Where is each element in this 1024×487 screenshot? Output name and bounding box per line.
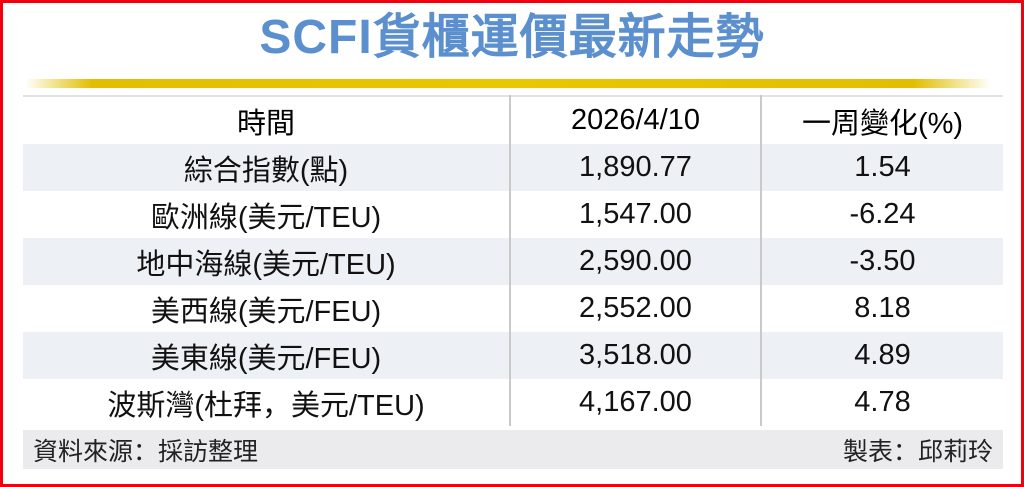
row-label: 美東線(美元/FEU) (150, 342, 382, 375)
table-row-composite-index: 綜合指數(點) 1,890.77 1.54 (23, 144, 1003, 191)
table-credit-label: 製表：邱莉玲 (842, 437, 993, 466)
col-header-weekly-change: 一周變化(%) (760, 96, 1003, 144)
row-value: 2,590.00 (509, 238, 761, 285)
row-change: 1.54 (760, 144, 1003, 191)
gold-divider-bar (25, 79, 991, 88)
page-title: SCFI貨櫃運價最新走勢 (259, 11, 765, 64)
row-change: 4.89 (760, 332, 1003, 379)
row-value: 4,167.00 (509, 379, 761, 426)
scfi-rates-table: 時間 2026/4/10 一周變化(%) 綜合指數(點) 1,890.77 1.… (23, 95, 1003, 426)
table-row-mediterranean: 地中海線(美元/TEU) 2,590.00 -3.50 (23, 238, 1003, 285)
table-row-europe: 歐洲線(美元/TEU) 1,547.00 -6.24 (23, 191, 1003, 238)
table-row-us-east: 美東線(美元/FEU) 3,518.00 4.89 (23, 332, 1003, 379)
row-label: 美西線(美元/FEU) (150, 295, 382, 328)
row-label: 地中海線(美元/TEU) (136, 248, 396, 281)
row-value: 3,518.00 (509, 332, 761, 379)
row-change: -6.24 (760, 191, 1003, 238)
col-header-date: 2026/4/10 (509, 96, 761, 144)
footer-bar: 資料來源：採訪整理 製表：邱莉玲 (23, 430, 1003, 469)
col-header-time: 時間 (236, 107, 295, 140)
table-row-persian-gulf: 波斯灣(杜拜，美元/TEU) 4,167.00 4.78 (23, 379, 1003, 426)
table-header-row: 時間 2026/4/10 一周變化(%) (23, 96, 1003, 144)
row-change: 4.78 (760, 379, 1003, 426)
row-value: 2,552.00 (509, 285, 761, 332)
row-label: 歐洲線(美元/TEU) (150, 201, 382, 234)
row-change: 8.18 (760, 285, 1003, 332)
row-value: 1,890.77 (509, 144, 761, 191)
table-row-us-west: 美西線(美元/FEU) 2,552.00 8.18 (23, 285, 1003, 332)
row-change: -3.50 (760, 238, 1003, 285)
row-label: 綜合指數(點) (183, 154, 349, 187)
row-label: 波斯灣(杜拜，美元/TEU) (107, 389, 425, 422)
row-value: 1,547.00 (509, 191, 761, 238)
data-source-label: 資料來源：採訪整理 (33, 437, 259, 466)
